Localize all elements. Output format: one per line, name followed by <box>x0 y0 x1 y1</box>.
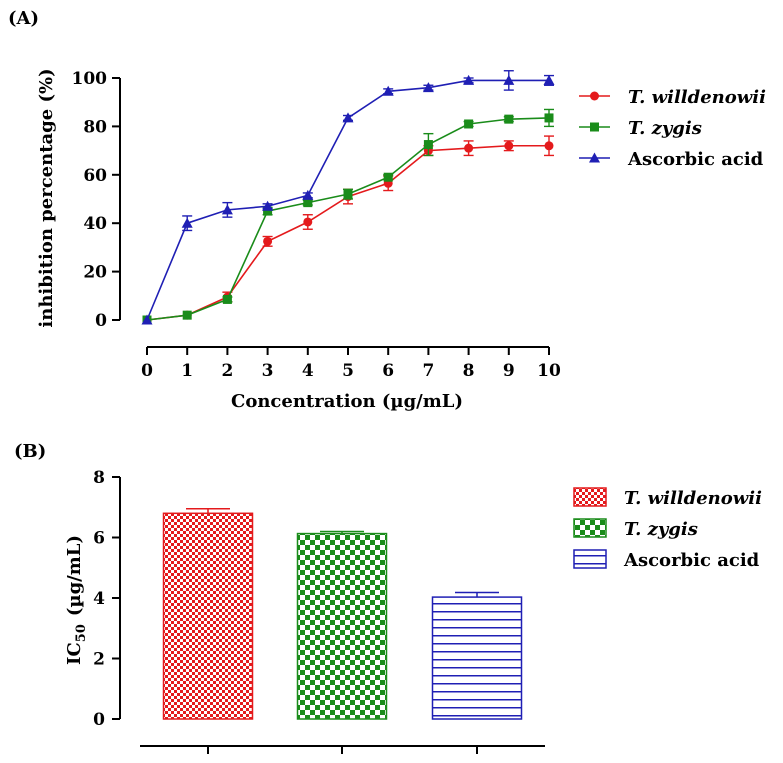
bar-chart-legend: T. willdenowii T. zygis Ascorbic acid <box>573 487 762 571</box>
panel-b-label: (B) <box>14 441 46 462</box>
series-line <box>146 144 549 321</box>
y-tick-label: 8 <box>93 468 105 488</box>
y-tick-label: 100 <box>72 69 108 89</box>
data-point <box>303 198 313 208</box>
series-2 <box>141 70 555 325</box>
data-point <box>221 204 233 215</box>
data-point <box>504 141 514 151</box>
data-point <box>463 74 475 85</box>
line-chart-y-axis-title: inhibition percentage (%) <box>36 68 57 327</box>
data-point <box>422 82 434 93</box>
series-0 <box>142 135 554 325</box>
legend-marker <box>589 152 600 163</box>
data-point <box>262 200 274 211</box>
bar-chart-bars <box>162 508 523 720</box>
legend-swatch <box>573 549 607 569</box>
y-tick-label: 4 <box>93 589 105 609</box>
bar-chart: 0 2 4 6 8 T. willdenowii T. zygis Ascorbic aci… <box>64 468 762 754</box>
x-tick-label: 3 <box>262 361 274 381</box>
line-chart-ticks: 0 20 40 60 80 100 0 1 2 3 4 5 6 7 8 9 10 <box>72 69 561 381</box>
ylabel-main: IC <box>64 642 85 665</box>
bar <box>296 532 388 720</box>
data-point <box>182 310 192 320</box>
bar-chart-ticks: 0 2 4 6 8 <box>93 468 478 754</box>
data-point <box>181 217 193 228</box>
legend-label: T. zygis <box>628 118 702 139</box>
data-point <box>141 314 153 325</box>
legend-label: Ascorbic acid <box>627 149 764 170</box>
x-tick-label: 8 <box>463 361 475 381</box>
data-point <box>342 112 354 123</box>
y-tick-label: 0 <box>93 710 105 730</box>
data-point <box>302 189 314 200</box>
legend-marker <box>590 122 599 132</box>
data-point <box>544 113 554 123</box>
legend-label: Ascorbic acid <box>623 550 760 571</box>
y-tick-label: 2 <box>93 650 105 670</box>
data-point <box>382 85 394 96</box>
data-point <box>263 236 273 246</box>
series-1 <box>142 108 554 325</box>
y-tick-label: 80 <box>83 117 107 137</box>
legend-swatch <box>573 487 607 507</box>
x-tick-label: 6 <box>382 361 394 381</box>
data-point <box>464 143 474 153</box>
y-tick-label: 60 <box>83 166 107 186</box>
x-tick-label: 10 <box>537 361 561 381</box>
bar <box>431 596 523 720</box>
series-line <box>146 117 550 321</box>
line-chart-axes <box>119 78 549 348</box>
bar-chart-y-axis-title: IC50 (µg/mL) <box>64 535 89 665</box>
y-tick-label: 20 <box>83 263 107 283</box>
bar <box>162 512 254 720</box>
x-tick-label: 0 <box>141 361 153 381</box>
y-tick-label: 40 <box>83 214 107 234</box>
ylabel-sub: 50 <box>74 624 89 642</box>
data-point <box>222 294 232 304</box>
data-point <box>503 74 515 85</box>
y-tick-label: 6 <box>93 529 105 549</box>
legend-label: T. willdenowii <box>628 87 766 108</box>
y-tick-label: 0 <box>95 311 107 331</box>
data-point <box>544 141 554 151</box>
legend-marker <box>590 91 599 101</box>
legend-label: T. willdenowii <box>624 488 762 509</box>
x-tick-label: 7 <box>422 361 434 381</box>
legend-label: T. zygis <box>624 519 698 540</box>
line-chart-legend: T. willdenowii T. zygis Ascorbic acid <box>579 87 766 170</box>
data-point <box>383 172 393 182</box>
data-point <box>543 74 555 85</box>
x-tick-label: 9 <box>503 361 515 381</box>
data-point <box>343 189 353 199</box>
data-point <box>464 119 474 129</box>
x-tick-label: 5 <box>342 361 354 381</box>
ylabel-unit: (µg/mL) <box>64 535 85 616</box>
panel-a-label: (A) <box>8 8 39 29</box>
data-point <box>303 217 313 227</box>
data-point <box>263 206 273 216</box>
x-tick-label: 2 <box>221 361 233 381</box>
data-point <box>504 114 514 124</box>
line-chart-series <box>141 70 555 325</box>
x-tick-label: 4 <box>302 361 314 381</box>
x-tick-label: 1 <box>181 361 193 381</box>
legend-swatch <box>573 518 607 538</box>
line-chart-x-axis-title: Concentration (µg/mL) <box>231 391 463 412</box>
data-point <box>423 140 433 150</box>
